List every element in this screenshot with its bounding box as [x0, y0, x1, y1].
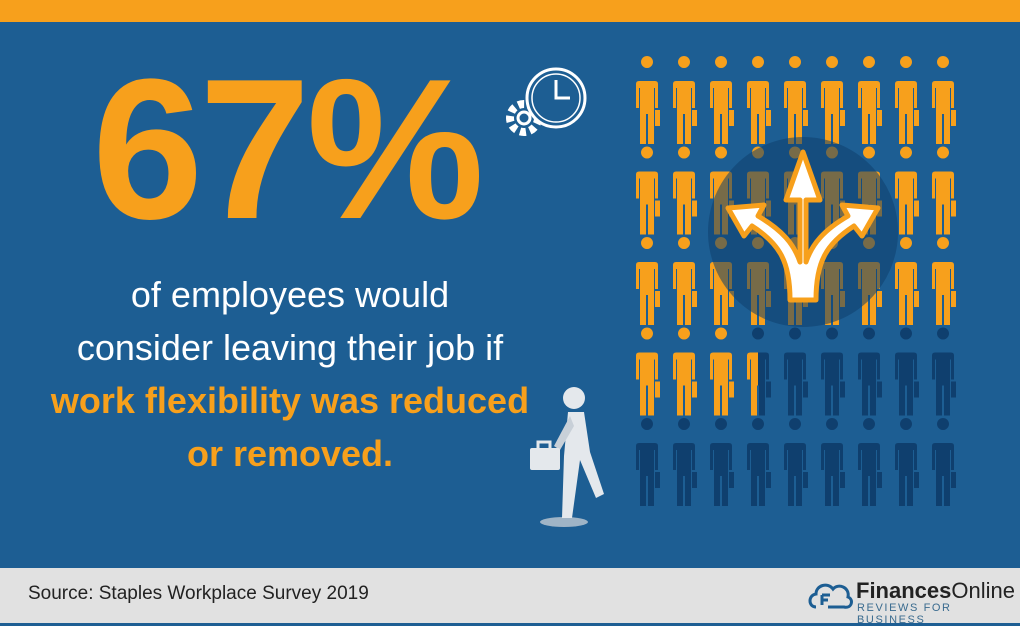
person-icon	[932, 418, 956, 506]
person-icon	[895, 418, 919, 506]
description: of employees would consider leaving thei…	[20, 268, 560, 480]
person-icon	[747, 418, 771, 506]
person-icon	[858, 56, 882, 145]
person-icon	[932, 237, 956, 325]
clock-gear-icon	[506, 67, 587, 136]
person-icon	[673, 237, 697, 325]
person-icon	[636, 56, 660, 145]
person-icon	[747, 327, 771, 416]
description-line-1: of employees would	[130, 274, 450, 315]
person-icon	[710, 327, 734, 416]
logo-name: FinancesOnline	[856, 578, 1015, 604]
person-icon	[932, 327, 956, 416]
top-accent-bar	[0, 0, 1020, 22]
person-icon	[821, 327, 845, 416]
person-icon	[747, 56, 771, 145]
cloud-logo-icon	[808, 583, 853, 609]
person-icon	[673, 327, 697, 416]
person-icon	[673, 418, 697, 506]
walking-businessman-icon	[530, 387, 604, 527]
person-icon	[895, 56, 919, 145]
description-highlight-1: work flexibility was reduced	[50, 380, 530, 421]
person-icon	[784, 327, 808, 416]
logo-name-regular: Online	[951, 578, 1015, 603]
description-line-2: consider leaving their job if	[76, 327, 504, 368]
footer-bar	[0, 568, 1020, 623]
person-icon	[858, 327, 882, 416]
financesonline-logo[interactable]: FinancesOnline REVIEWS FOR BUSINESS	[806, 577, 1016, 626]
person-icon	[895, 327, 919, 416]
description-highlight-2: or removed.	[186, 433, 394, 474]
person-icon	[821, 56, 845, 145]
person-icon	[636, 327, 660, 416]
person-icon	[895, 146, 919, 235]
person-icon	[673, 56, 697, 145]
person-icon	[821, 418, 845, 506]
person-icon	[636, 237, 660, 325]
person-icon	[636, 418, 660, 506]
person-icon	[636, 146, 660, 235]
person-icon	[710, 418, 734, 506]
person-icon	[932, 146, 956, 235]
person-icon	[932, 56, 956, 145]
headline-percent: 67%	[92, 38, 484, 261]
person-icon	[784, 56, 808, 145]
fork-arrows-icon	[725, 149, 881, 303]
logo-name-bold: Finances	[856, 578, 952, 603]
person-icon	[710, 56, 734, 145]
person-icon	[858, 418, 882, 506]
source-text: Source: Staples Workplace Survey 2019	[28, 583, 369, 604]
logo-tagline: REVIEWS FOR BUSINESS	[857, 602, 952, 626]
person-icon	[784, 418, 808, 506]
person-icon	[673, 146, 697, 235]
person-icon	[895, 237, 919, 325]
